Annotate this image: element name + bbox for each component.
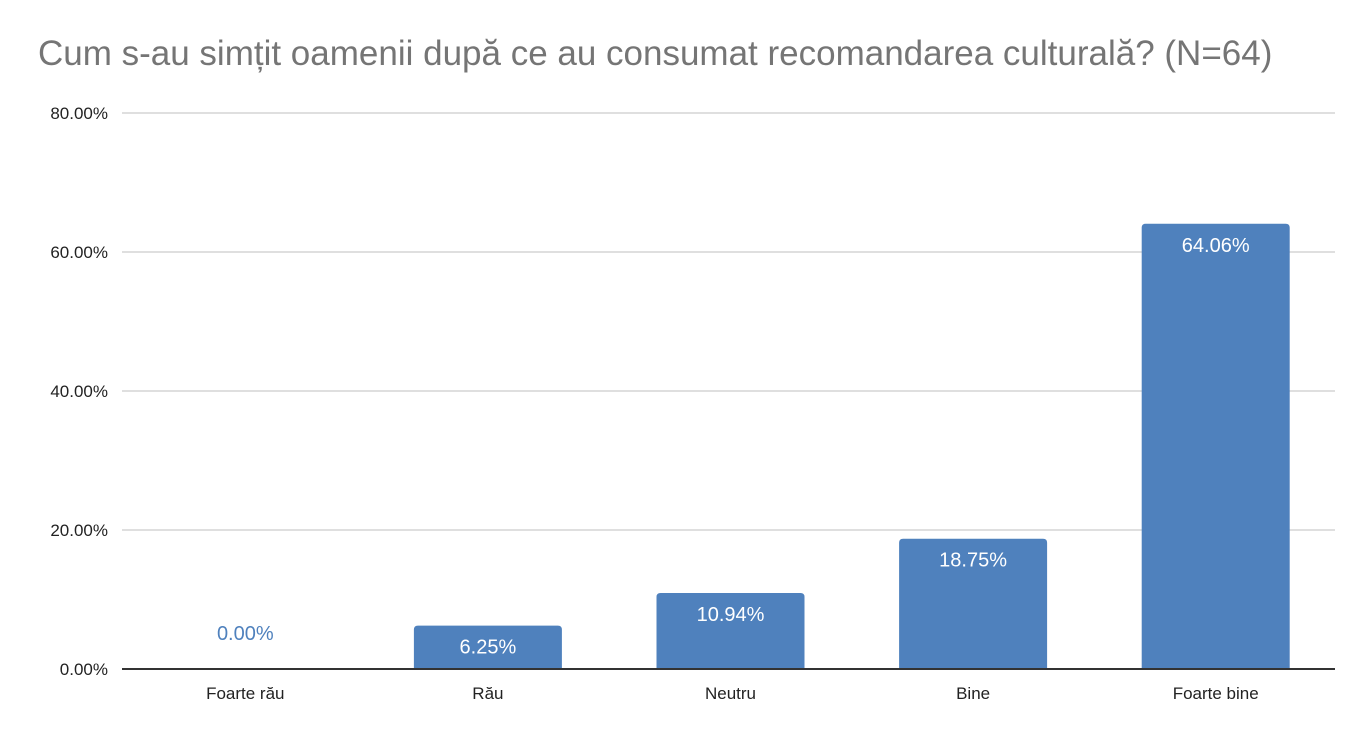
x-tick-label: Foarte rău — [206, 684, 284, 703]
data-label: 6.25% — [460, 637, 517, 659]
bar — [656, 592, 805, 669]
data-label: 0.00% — [217, 623, 274, 645]
bar — [899, 538, 1048, 669]
bar — [413, 625, 562, 669]
x-tick-label: Rău — [472, 684, 503, 703]
x-tick-label: Bine — [956, 684, 990, 703]
x-tick-label: Neutru — [705, 684, 756, 703]
y-tick-label: 60.00% — [50, 243, 108, 262]
y-tick-label: 20.00% — [50, 521, 108, 540]
y-tick-label: 80.00% — [50, 104, 108, 123]
data-label: 10.94% — [697, 604, 765, 626]
chart-title: Cum s-au simțit oamenii după ce au consu… — [38, 34, 1273, 73]
data-label: 18.75% — [939, 550, 1007, 572]
data-label: 64.06% — [1182, 235, 1250, 257]
x-tick-label: Foarte bine — [1173, 684, 1259, 703]
y-tick-label: 0.00% — [60, 660, 108, 679]
bar — [1141, 223, 1290, 669]
y-tick-label: 40.00% — [50, 382, 108, 401]
